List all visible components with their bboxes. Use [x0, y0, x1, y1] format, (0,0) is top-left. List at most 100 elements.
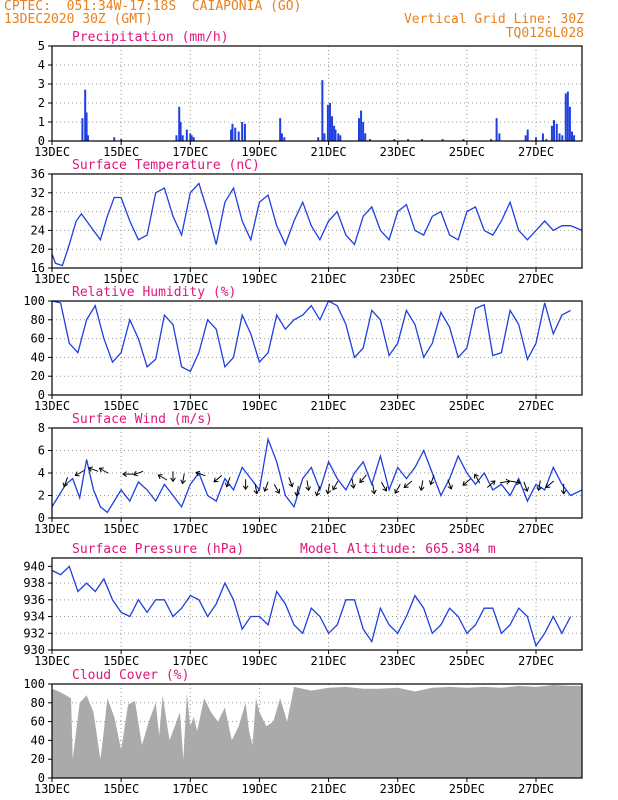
rh-series-line	[51, 300, 571, 373]
panel-frame	[51, 557, 583, 651]
x-tick-label: 19DEC	[241, 782, 277, 796]
wind-arrow-head	[180, 479, 186, 485]
y-tick-label: 40	[31, 350, 45, 364]
y-tick-label: 32	[31, 186, 45, 200]
precip-bar	[337, 133, 340, 141]
wind-arrow-head	[516, 479, 522, 486]
x-tick-label: 17DEC	[172, 654, 208, 668]
wind-arrow-head	[314, 491, 321, 497]
precip-bar	[192, 137, 195, 141]
x-tick-label: 17DEC	[172, 145, 208, 159]
x-tick-label: 25DEC	[449, 272, 485, 286]
wind-arrow-shaft	[474, 474, 481, 484]
wind-arrow	[288, 477, 294, 488]
precip-bar	[566, 91, 569, 141]
x-tick-label: 19DEC	[241, 654, 277, 668]
precip-bar	[175, 135, 178, 141]
x-tick-label: 27DEC	[518, 272, 554, 286]
wind-arrow	[253, 483, 260, 495]
wind-arrow-head	[253, 489, 260, 495]
wind-arrow-shaft	[332, 480, 339, 490]
wind-arrow	[447, 479, 453, 490]
precip-bar	[393, 139, 396, 141]
x-tick-label: 13DEC	[34, 272, 70, 286]
y-tick-label: 8	[38, 421, 45, 435]
precip-bar	[323, 133, 326, 141]
panel-subtitle: Model Altitude: 665.384 m	[300, 542, 496, 557]
precip-bar	[555, 123, 558, 141]
wind-arrow-head	[545, 483, 551, 489]
panel-frame	[51, 683, 583, 779]
y-tick-label: 932	[23, 626, 45, 640]
wind-arrow	[510, 479, 522, 486]
precip-bar	[462, 139, 465, 141]
precip-bar	[441, 139, 444, 141]
precip-bar	[237, 131, 240, 141]
x-tick-label: 19DEC	[241, 272, 277, 286]
y-tick-label: 2	[38, 96, 45, 110]
wind-arrow-shaft	[462, 478, 472, 486]
y-tick-label: 20	[31, 242, 45, 256]
y-tick-label: 28	[31, 205, 45, 219]
wind-arrow	[359, 474, 367, 484]
y-tick-label: 4	[38, 58, 45, 72]
precip-bar	[407, 139, 410, 141]
panel-title: Surface Wind (m/s)	[72, 412, 213, 427]
x-tick-label: 15DEC	[103, 399, 139, 413]
x-tick-label: 27DEC	[518, 145, 554, 159]
wind-arrow	[62, 477, 69, 488]
precip-bar	[178, 106, 181, 141]
x-tick-label: 15DEC	[103, 272, 139, 286]
x-tick-label: 17DEC	[172, 399, 208, 413]
wind-arrow-head	[371, 489, 377, 495]
wind-arrow	[314, 486, 321, 497]
pres-series-line	[51, 565, 572, 648]
precip-bar	[561, 135, 564, 141]
wind-arrow-shaft	[273, 484, 280, 494]
x-tick-label: 23DEC	[380, 782, 416, 796]
wind-arrow-shaft	[499, 480, 510, 484]
wind-arrow	[560, 483, 567, 495]
wind-arrow-head	[359, 478, 365, 484]
precip-bar	[231, 123, 234, 141]
precip-bar	[189, 133, 192, 141]
wind-arrow-shaft	[88, 467, 99, 472]
panel-title: Relative Humidity (%)	[72, 285, 236, 300]
wind-arrow-head	[275, 488, 281, 494]
x-tick-label: 21DEC	[311, 522, 347, 536]
x-tick-label: 25DEC	[449, 399, 485, 413]
precip-bar	[570, 131, 573, 141]
wind-arrow-head	[447, 484, 453, 490]
precip-bar	[552, 120, 555, 141]
precip-bar	[334, 129, 337, 141]
cloud-area	[52, 684, 582, 778]
wind-arrow-head	[350, 483, 356, 489]
precip-bar	[328, 103, 331, 141]
wind-arrow-head	[473, 473, 479, 479]
y-tick-label: 4	[38, 466, 45, 480]
wind-arrow	[87, 466, 99, 472]
y-tick-label: 934	[23, 610, 45, 624]
panel-rh: 0 20 40 60 80 100 13DEC 15DEC 17DEC 19DEC 21DEC 23D…	[23, 285, 583, 413]
precip-bar	[326, 104, 329, 141]
x-tick-label: 13DEC	[34, 782, 70, 796]
wind-arrow-shaft	[510, 480, 521, 484]
wind-arrow	[122, 471, 134, 477]
precip-bar	[230, 129, 233, 141]
x-tick-label: 21DEC	[311, 272, 347, 286]
wind-arrow-head	[288, 482, 294, 488]
x-tick-label: 27DEC	[518, 782, 554, 796]
precip-bar	[333, 125, 336, 141]
x-tick-label: 25DEC	[449, 654, 485, 668]
run-date: 13DEC2020 30Z (GMT)	[4, 12, 153, 27]
wind-arrow	[486, 480, 496, 488]
wind-arrow	[394, 484, 401, 494]
x-tick-label: 13DEC	[34, 399, 70, 413]
precip-bar	[369, 139, 372, 141]
precip-bar	[558, 133, 561, 141]
y-tick-label: 6	[38, 444, 45, 458]
wind-arrow-head	[462, 480, 468, 486]
y-tick-label: 60	[31, 332, 45, 346]
precip-bar	[573, 135, 576, 141]
precip-bar	[564, 93, 567, 141]
